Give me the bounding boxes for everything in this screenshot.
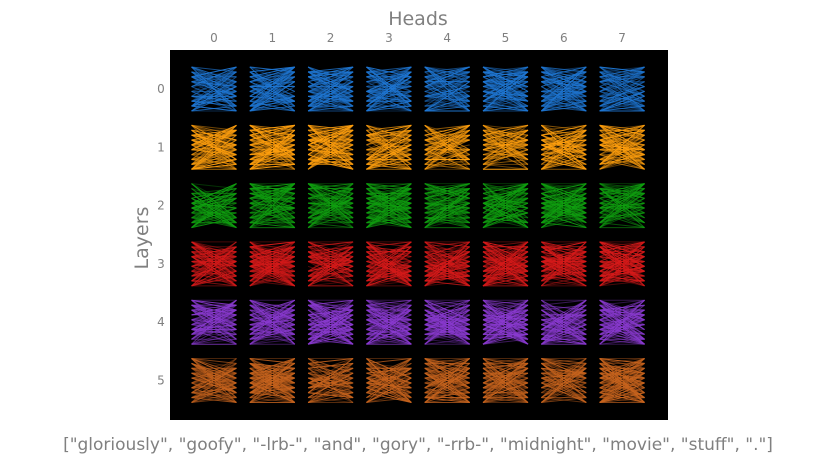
cell-layer-2-head-1	[249, 183, 296, 229]
cell-layer-3-head-7	[599, 241, 645, 287]
cell-layer-3-head-4	[424, 241, 471, 287]
cell-layer-4-head-3	[366, 299, 412, 345]
cell-layer-0-head-5	[482, 66, 529, 112]
cell-layer-1-head-2	[307, 124, 354, 170]
cell-layer-1-head-7	[599, 124, 645, 170]
cell-layer-0-head-4	[424, 66, 471, 112]
attention-cells	[191, 66, 645, 403]
layer-tick-labels: 0 1 2 3 4 5	[157, 82, 165, 388]
cell-layer-3-head-5	[482, 241, 529, 287]
cell-layer-5-head-4	[424, 358, 471, 403]
cell-layer-2-head-4	[424, 183, 471, 229]
head-tick-7: 7	[618, 31, 626, 45]
cell-layer-1-head-4	[424, 124, 471, 170]
cell-layer-1-head-6	[540, 124, 587, 170]
cell-layer-3-head-2	[307, 241, 354, 287]
cell-layer-2-head-5	[482, 183, 529, 229]
cell-layer-2-head-6	[540, 183, 587, 229]
cell-layer-0-head-0	[191, 66, 237, 112]
cell-layer-0-head-1	[249, 66, 296, 112]
head-tick-2: 2	[327, 31, 335, 45]
cell-layer-3-head-6	[540, 241, 587, 287]
head-tick-labels: 0 1 2 3 4 5 6 7	[210, 31, 626, 45]
cell-layer-5-head-6	[540, 358, 587, 403]
layer-tick-3: 3	[157, 257, 165, 271]
cell-layer-1-head-3	[366, 124, 412, 170]
layer-tick-0: 0	[157, 82, 165, 96]
token-list-label: ["gloriously", "goofy", "-lrb-", "and", …	[63, 435, 773, 455]
cell-layer-4-head-1	[249, 299, 296, 345]
layer-tick-5: 5	[157, 374, 165, 388]
cell-layer-0-head-3	[366, 66, 412, 112]
cell-layer-3-head-1	[249, 241, 296, 287]
cell-layer-0-head-2	[307, 66, 354, 112]
layer-tick-2: 2	[157, 199, 165, 213]
head-tick-1: 1	[268, 31, 276, 45]
cell-layer-5-head-7	[599, 358, 645, 403]
head-tick-4: 4	[443, 31, 451, 45]
head-tick-0: 0	[210, 31, 218, 45]
head-tick-3: 3	[385, 31, 393, 45]
cell-layer-2-head-0	[191, 183, 237, 229]
layer-tick-4: 4	[157, 315, 165, 329]
cell-layer-0-head-7	[599, 66, 645, 112]
layer-tick-1: 1	[157, 140, 165, 154]
y-axis-label: Layers	[131, 207, 153, 270]
cell-layer-3-head-3	[366, 241, 412, 287]
cell-layer-1-head-1	[249, 124, 296, 170]
cell-layer-1-head-0	[191, 124, 237, 170]
cell-layer-5-head-5	[482, 358, 529, 403]
cell-layer-5-head-0	[191, 358, 237, 403]
cell-layer-4-head-7	[599, 299, 645, 345]
cell-layer-4-head-6	[540, 299, 587, 345]
head-tick-5: 5	[502, 31, 510, 45]
cell-layer-2-head-7	[599, 183, 645, 229]
chart-title: Heads	[388, 8, 448, 30]
cell-layer-2-head-3	[366, 183, 412, 229]
head-tick-6: 6	[560, 31, 568, 45]
cell-layer-4-head-0	[191, 299, 237, 345]
cell-layer-0-head-6	[540, 66, 587, 112]
cell-layer-4-head-4	[424, 299, 471, 345]
cell-layer-2-head-2	[307, 183, 354, 229]
cell-layer-1-head-5	[482, 124, 529, 170]
cell-layer-4-head-2	[307, 299, 354, 345]
cell-layer-4-head-5	[482, 299, 529, 345]
cell-layer-5-head-1	[249, 358, 296, 403]
cell-layer-5-head-3	[366, 358, 412, 403]
plot-background	[170, 50, 668, 420]
cell-layer-5-head-2	[307, 358, 354, 403]
cell-layer-3-head-0	[191, 241, 237, 287]
